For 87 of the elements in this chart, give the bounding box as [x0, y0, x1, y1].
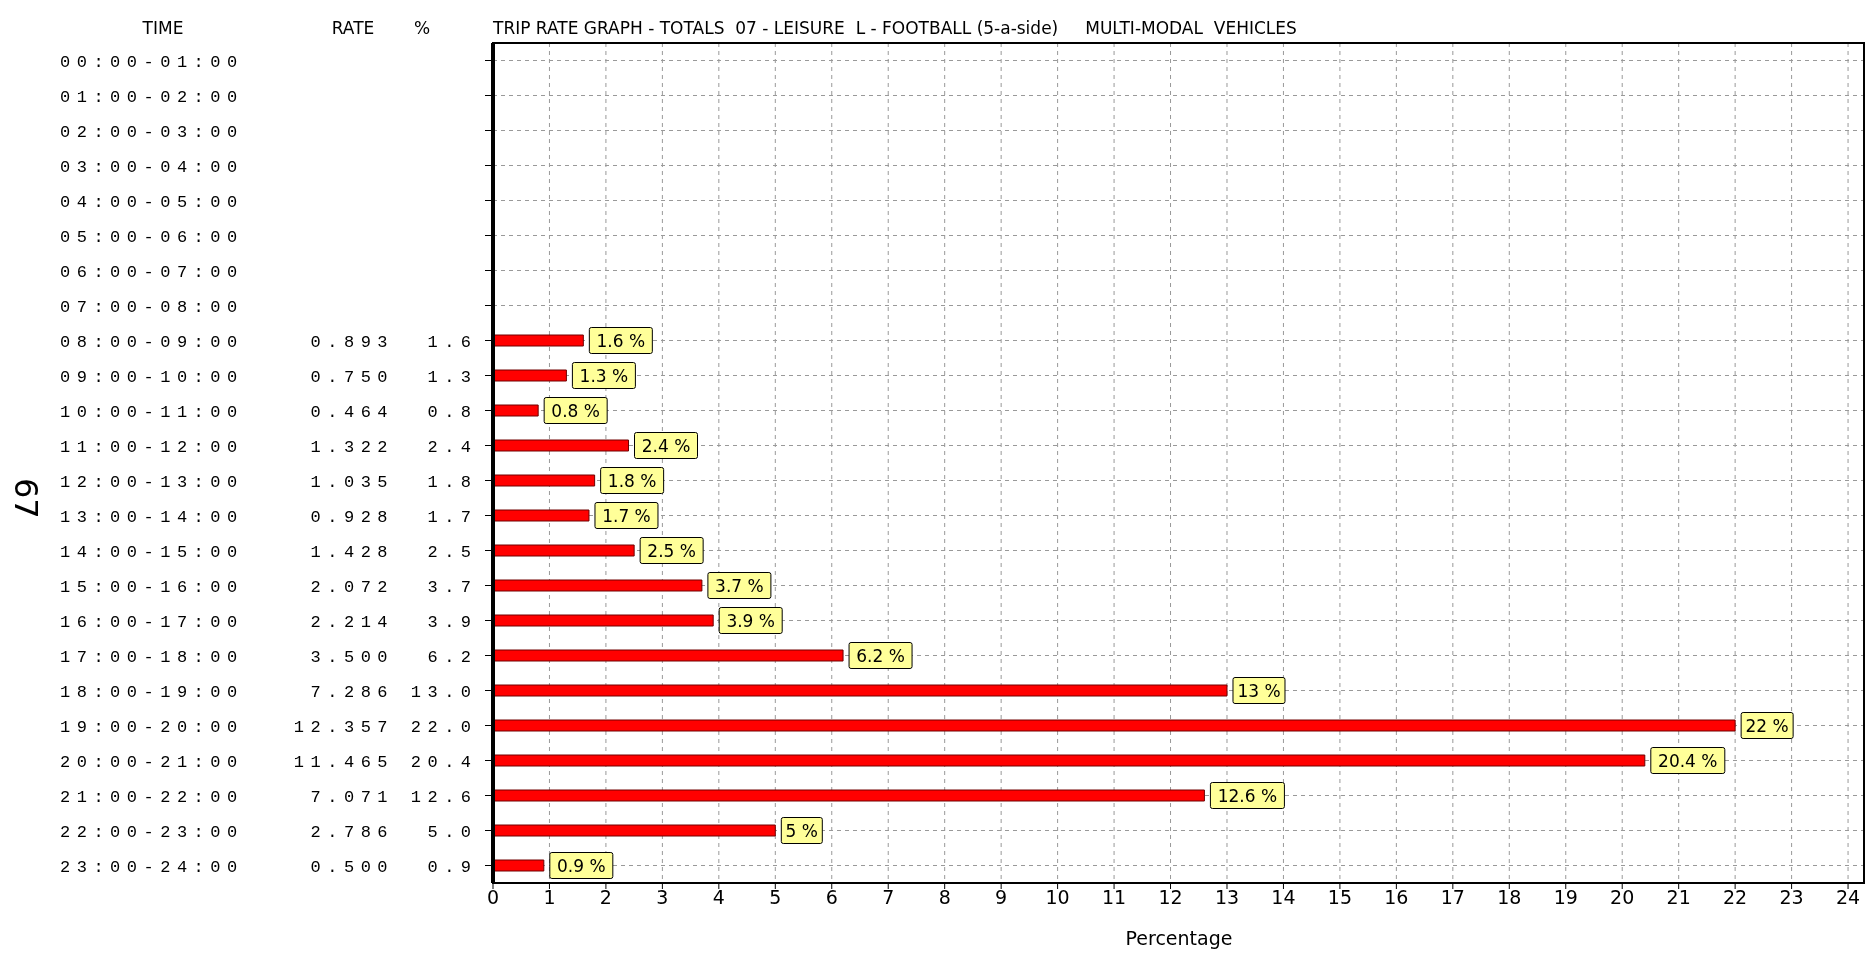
data-label: 3.9 %: [726, 610, 775, 631]
x-tick-label: 19: [1553, 886, 1578, 909]
x-tick-label: 12: [1158, 886, 1183, 909]
y-tick-label: 05:00-06:00: [60, 227, 244, 247]
data-label: 22 %: [1745, 715, 1789, 736]
y-tick-label: 19:00-20:00 12.357 22.0: [60, 717, 478, 737]
x-tick-label: 22: [1723, 886, 1748, 909]
data-label: 12.6 %: [1217, 785, 1278, 806]
data-label: 1.8 %: [607, 470, 657, 491]
y-tick-label: 01:00-02:00: [60, 87, 244, 107]
bar: [493, 544, 635, 557]
y-tick-label: 10:00-11:00 0.464 0.8: [60, 402, 478, 422]
x-tick-label: 0: [486, 886, 500, 909]
y-tick-label: 12:00-13:00 1.035 1.8: [60, 472, 478, 492]
y-tick-label: 20:00-21:00 11.465 20.4: [60, 752, 478, 772]
y-tick-label: 15:00-16:00 2.072 3.7: [60, 577, 478, 597]
data-label: 0.8 %: [551, 400, 600, 421]
bar: [493, 859, 545, 872]
x-tick-label: 23: [1779, 886, 1804, 909]
x-tick-label: 5: [769, 886, 782, 909]
x-tick-label: 15: [1327, 886, 1353, 909]
data-label: 13 %: [1237, 680, 1281, 701]
data-label: 2.4 %: [641, 435, 691, 456]
bar: [493, 509, 590, 522]
x-tick-label: 21: [1666, 886, 1691, 909]
bar: [493, 439, 630, 452]
text: RATE: [331, 18, 375, 38]
x-tick-label: 13: [1214, 886, 1240, 909]
y-tick-label: 03:00-04:00: [60, 157, 244, 177]
y-tick-label: 17:00-18:00 3.500 6.2: [60, 647, 478, 667]
bar: [493, 334, 584, 347]
y-tick-label: 07:00-08:00: [60, 297, 244, 317]
bar: [493, 579, 703, 592]
x-tick-label: 18: [1497, 886, 1522, 909]
y-tick-label: 21:00-22:00 7.071 12.6: [60, 787, 478, 807]
data-label: 0.9 %: [557, 855, 606, 876]
x-tick-label: 2: [599, 886, 612, 909]
x-tick-label: 8: [938, 886, 951, 909]
y-tick-label: 22:00-23:00 2.786 5.0: [60, 822, 478, 842]
x-tick-label: 11: [1101, 886, 1127, 909]
bar: [493, 719, 1736, 732]
bar: [493, 754, 1646, 767]
x-tick-label: 14: [1271, 886, 1296, 909]
bar: [493, 614, 714, 627]
text: TIME: [141, 18, 184, 38]
x-tick-label: 3: [656, 886, 669, 909]
chart-title: TRIP RATE GRAPH - TOTALS 07 - LEISURE L - FOOTBALL (5-a-side) MULTI-MODAL VEHICLES: [492, 18, 1297, 38]
y-tick-label: 08:00-09:00 0.893 1.6: [60, 332, 478, 352]
y-tick-label: 11:00-12:00 1.322 2.4: [60, 437, 478, 457]
bar: [493, 684, 1228, 697]
text: 67: [7, 478, 45, 519]
data-label: 1.6 %: [596, 330, 646, 351]
x-tick-label: 24: [1835, 886, 1861, 909]
data-label: 5 %: [785, 820, 818, 841]
bar: [493, 369, 567, 382]
y-tick-label: 16:00-17:00 2.214 3.9: [60, 612, 478, 632]
y-tick-label: 13:00-14:00 0.928 1.7: [60, 507, 478, 527]
y-tick-label: 14:00-15:00 1.428 2.5: [60, 542, 478, 562]
data-label: 3.7 %: [715, 575, 764, 596]
y-tick-label: 04:00-05:00: [60, 192, 244, 212]
x-tick-label: 20: [1610, 886, 1635, 909]
y-tick-label: 18:00-19:00 7.286 13.0: [60, 682, 478, 702]
data-label: 6.2 %: [856, 645, 905, 666]
x-tick-label: 17: [1440, 886, 1465, 909]
y-tick-label: 09:00-10:00 0.750 1.3: [60, 367, 478, 387]
bar: [493, 404, 539, 417]
x-tick-label: 16: [1384, 886, 1409, 909]
data-label: 1.7 %: [602, 505, 651, 526]
x-tick-label: 6: [825, 886, 838, 909]
bar: [493, 474, 596, 487]
x-tick-label: 1: [543, 886, 556, 909]
text: %: [413, 18, 431, 38]
data-label: 1.3 %: [579, 365, 629, 386]
x-tick-label: 10: [1045, 886, 1070, 909]
x-tick-label: 7: [882, 886, 895, 909]
x-tick-label: 9: [995, 886, 1008, 909]
data-label: 2.5 %: [647, 540, 696, 561]
bar: [493, 789, 1205, 802]
bar: [493, 824, 776, 837]
y-tick-label: 00:00-01:00: [60, 52, 244, 72]
y-tick-label: 23:00-24:00 0.500 0.9: [60, 857, 478, 877]
x-axis-title: Percentage: [1125, 927, 1233, 949]
data-label: 20.4 %: [1658, 750, 1718, 771]
bar: [493, 649, 844, 662]
y-tick-label: 02:00-03:00: [60, 122, 244, 142]
x-tick-label: 4: [712, 886, 725, 909]
y-tick-label: 06:00-07:00: [60, 262, 244, 282]
